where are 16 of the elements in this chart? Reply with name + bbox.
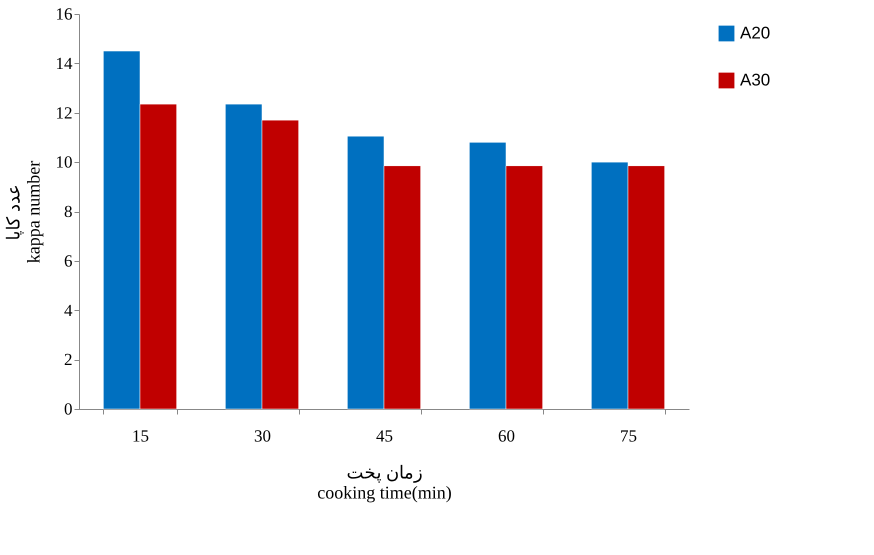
y-tick-label: 8 <box>64 202 72 221</box>
y-tick-label: 14 <box>56 54 73 73</box>
legend-label: A20 <box>740 24 770 42</box>
x-tick-label: 15 <box>132 426 149 446</box>
x-tick-label: 30 <box>254 426 271 446</box>
y-tick-label: 2 <box>64 350 72 370</box>
legend-label: A30 <box>740 70 770 90</box>
y-tick-label: 12 <box>56 103 72 122</box>
y-tick-label: 4 <box>64 300 73 320</box>
y-tick-label: 0 <box>64 400 72 418</box>
x-tick-label: 75 <box>620 426 637 446</box>
y-tick-label: 16 <box>56 4 72 24</box>
y-tick-label: 10 <box>56 152 72 172</box>
x-tick-label: 45 <box>376 426 393 446</box>
y-tick-label: 6 <box>64 251 72 270</box>
x-tick-label: 60 <box>498 426 515 446</box>
